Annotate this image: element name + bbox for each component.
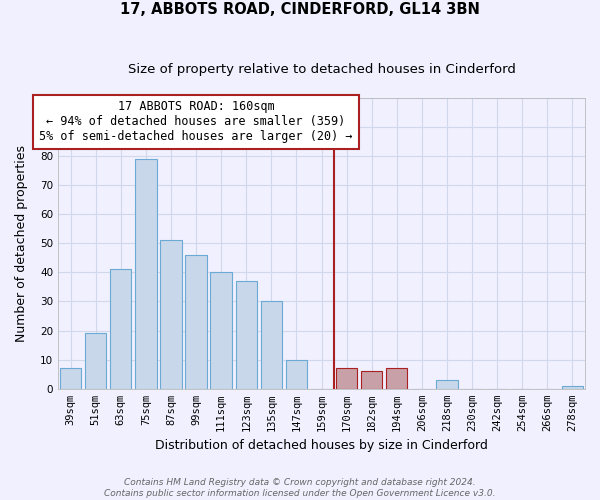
Bar: [260, 302, 282, 389]
Bar: [185, 255, 207, 389]
Bar: [361, 372, 382, 389]
Title: Size of property relative to detached houses in Cinderford: Size of property relative to detached ho…: [128, 62, 515, 76]
Bar: [336, 368, 357, 389]
Y-axis label: Number of detached properties: Number of detached properties: [15, 144, 28, 342]
Text: Contains HM Land Registry data © Crown copyright and database right 2024.
Contai: Contains HM Land Registry data © Crown c…: [104, 478, 496, 498]
Text: 17 ABBOTS ROAD: 160sqm
← 94% of detached houses are smaller (359)
5% of semi-det: 17 ABBOTS ROAD: 160sqm ← 94% of detached…: [40, 100, 353, 144]
Bar: [386, 368, 407, 389]
Bar: [436, 380, 458, 389]
Bar: [110, 270, 131, 389]
Bar: [236, 281, 257, 389]
X-axis label: Distribution of detached houses by size in Cinderford: Distribution of detached houses by size …: [155, 440, 488, 452]
Bar: [562, 386, 583, 389]
Bar: [135, 158, 157, 389]
Bar: [211, 272, 232, 389]
Bar: [160, 240, 182, 389]
Text: 17, ABBOTS ROAD, CINDERFORD, GL14 3BN: 17, ABBOTS ROAD, CINDERFORD, GL14 3BN: [120, 2, 480, 18]
Bar: [286, 360, 307, 389]
Bar: [60, 368, 81, 389]
Bar: [85, 334, 106, 389]
